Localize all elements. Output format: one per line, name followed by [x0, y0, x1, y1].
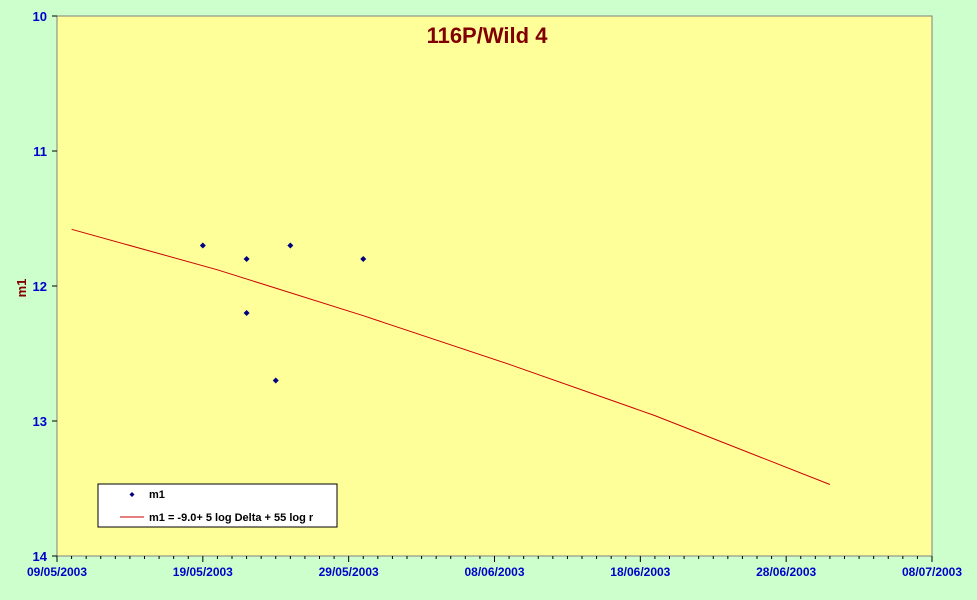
- y-tick-label: 13: [33, 414, 47, 429]
- x-tick-label: 19/05/2003: [173, 565, 233, 579]
- chart-title: 116P/Wild 4: [427, 23, 549, 48]
- legend-marker-scatter-icon: [129, 492, 135, 497]
- x-tick-label: 29/05/2003: [319, 565, 379, 579]
- data-point: [243, 310, 250, 316]
- y-axis-label: m1: [14, 279, 29, 298]
- x-tick-label: 28/06/2003: [756, 565, 816, 579]
- plot-area: [56, 15, 933, 557]
- y-tick-label: 11: [33, 144, 47, 159]
- y-tick-label: 10: [33, 9, 47, 24]
- data-point: [199, 242, 206, 249]
- legend-label-scatter: m1: [149, 489, 165, 501]
- data-point: [272, 377, 279, 384]
- legend-box: [97, 483, 338, 528]
- x-tick-label: 08/06/2003: [464, 565, 524, 579]
- x-tick-label: 08/07/2003: [902, 565, 962, 579]
- data-point: [360, 256, 367, 262]
- legend-label-line: m1 = -9.0+ 5 log Delta + 55 log r: [149, 512, 314, 524]
- data-point: [243, 256, 250, 262]
- y-axis: 10 11 12 13 14: [33, 9, 57, 564]
- legend: m1 m1 = -9.0+ 5 log Delta + 55 log r: [97, 483, 338, 528]
- x-axis: 09/05/2003 19/05/2003 29/05/2003 08/06/2003…: [27, 556, 962, 579]
- series-line-model: [71, 228, 831, 485]
- x-tick-label: 18/06/2003: [610, 565, 670, 579]
- y-tick-label: 14: [33, 549, 48, 564]
- data-point: [287, 242, 294, 249]
- series-layer: [71, 228, 831, 485]
- x-tick-label: 09/05/2003: [27, 565, 87, 579]
- y-tick-label: 12: [33, 279, 47, 294]
